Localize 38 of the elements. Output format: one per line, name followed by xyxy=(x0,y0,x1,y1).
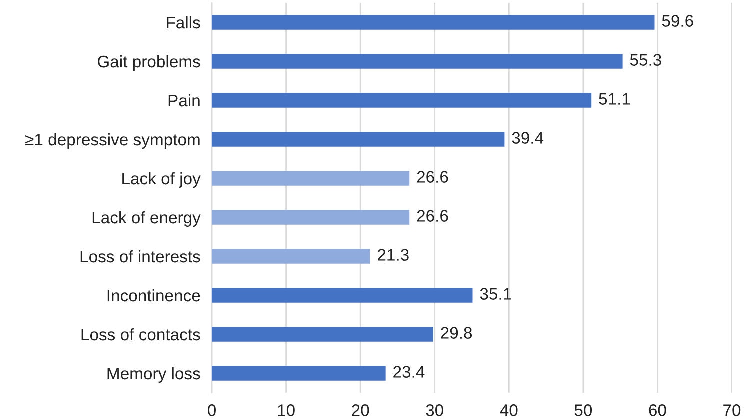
data-label: 26.6 xyxy=(417,171,448,183)
x-tick-label: 70 xyxy=(724,404,741,416)
y-tick-label: Pain xyxy=(168,94,200,107)
data-label: 26.6 xyxy=(417,210,448,222)
bar xyxy=(212,249,370,264)
bar xyxy=(212,288,473,303)
data-label: 55.3 xyxy=(630,54,662,66)
x-tick-label: 60 xyxy=(649,404,666,416)
y-tick-label: Gait problems xyxy=(98,55,200,71)
x-tick-label: 50 xyxy=(574,404,592,416)
x-tick-label: 20 xyxy=(352,404,370,416)
y-tick-label: Memory loss xyxy=(108,367,200,383)
data-label: 39.4 xyxy=(512,132,544,144)
y-tick-label: Lack of energy xyxy=(92,211,201,227)
y-tick-label: Lack of joy xyxy=(122,172,201,188)
bar xyxy=(212,132,505,147)
bar xyxy=(212,366,386,381)
y-tick-label: Loss of interests xyxy=(80,250,200,263)
data-label: 21.3 xyxy=(378,249,409,261)
x-tick-label: 10 xyxy=(278,404,295,416)
data-label: 35.1 xyxy=(480,288,512,300)
data-label: 29.8 xyxy=(441,327,472,339)
bar xyxy=(212,54,623,69)
y-tick-label: ≥1 depressive symptom xyxy=(26,133,200,149)
data-label: 59.6 xyxy=(662,15,694,27)
bar xyxy=(212,327,434,342)
bar xyxy=(212,93,592,108)
bar xyxy=(212,171,410,186)
x-tick-label: 0 xyxy=(208,404,216,416)
y-tick-label: Falls xyxy=(167,16,200,29)
data-label: 23.4 xyxy=(394,366,425,378)
y-tick-label: Loss of contacts xyxy=(82,328,200,341)
data-label: 51.1 xyxy=(599,93,630,105)
x-tick-label: 30 xyxy=(426,404,444,416)
x-tick-label: 40 xyxy=(500,404,518,416)
bar xyxy=(212,210,410,225)
y-tick-label: Incontinence xyxy=(108,289,200,302)
bar xyxy=(212,15,655,30)
